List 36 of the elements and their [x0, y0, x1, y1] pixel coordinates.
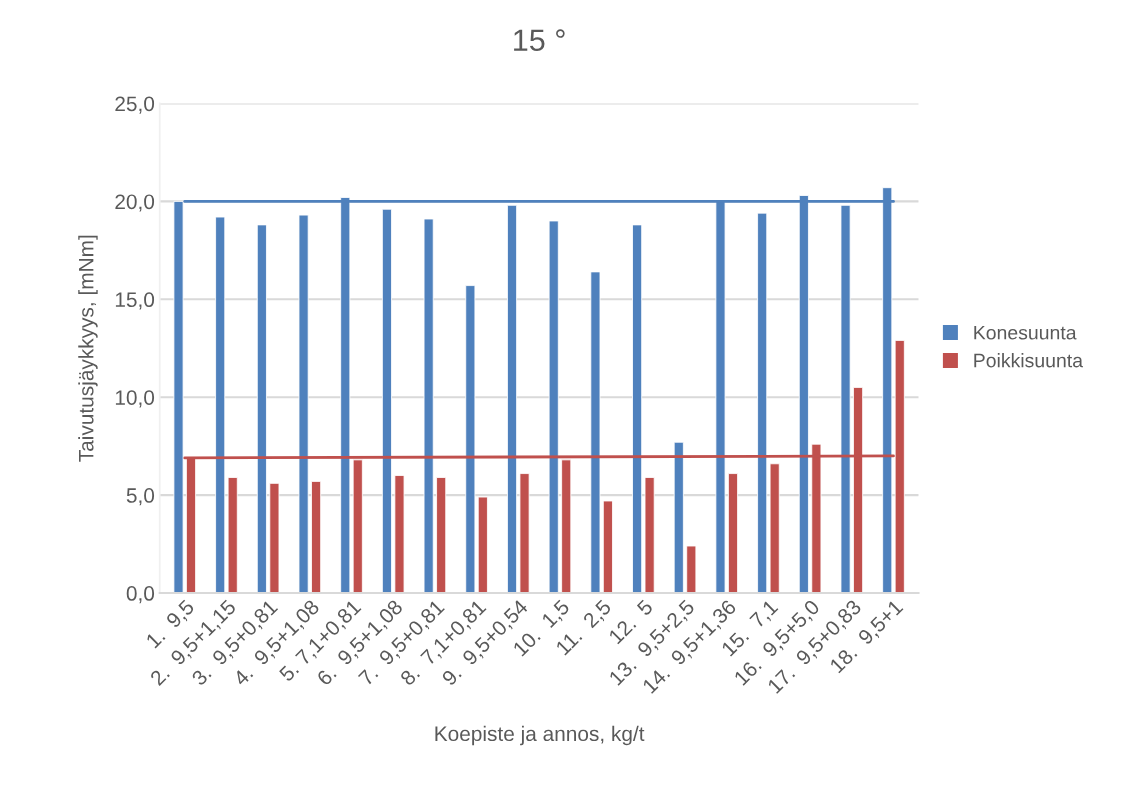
bar: [769, 463, 780, 594]
y-axis-title: Taivutusjäykkyys, [mNm]: [78, 235, 98, 462]
y-tick-label: 5,0: [126, 488, 155, 506]
bar: [269, 482, 280, 594]
bar: [757, 212, 768, 594]
bar: [215, 216, 226, 594]
legend-label: Poikkisuunta: [974, 353, 1084, 368]
y-tick-label: 0,0: [126, 586, 155, 604]
bar: [436, 477, 447, 594]
bar: [465, 285, 476, 594]
bar: [381, 208, 392, 594]
bar: [673, 441, 684, 594]
legend-label: Konesuunta: [974, 325, 1077, 340]
bar: [644, 477, 655, 594]
bar: [423, 218, 434, 594]
y-tick-label: 25,0: [115, 96, 155, 114]
y-tick-label: 20,0: [115, 194, 155, 212]
bar: [727, 473, 738, 594]
bar: [519, 473, 530, 594]
bar: [256, 224, 267, 594]
bar: [840, 204, 851, 594]
bar: [590, 271, 601, 594]
y-tick-label: 10,0: [115, 390, 155, 408]
bar: [311, 480, 322, 594]
bar: [686, 545, 697, 594]
y-tick-label: 15,0: [115, 292, 155, 310]
bar: [227, 477, 238, 594]
bar: [602, 500, 613, 594]
chart-title: 15 °: [514, 29, 565, 51]
bar: [548, 220, 559, 594]
x-axis-title: Koepiste ja annos, kg/t: [435, 725, 645, 746]
bar: [632, 224, 643, 594]
bar: [298, 214, 309, 594]
bar: [477, 496, 488, 594]
bar: [507, 204, 518, 594]
bar: [394, 475, 405, 594]
